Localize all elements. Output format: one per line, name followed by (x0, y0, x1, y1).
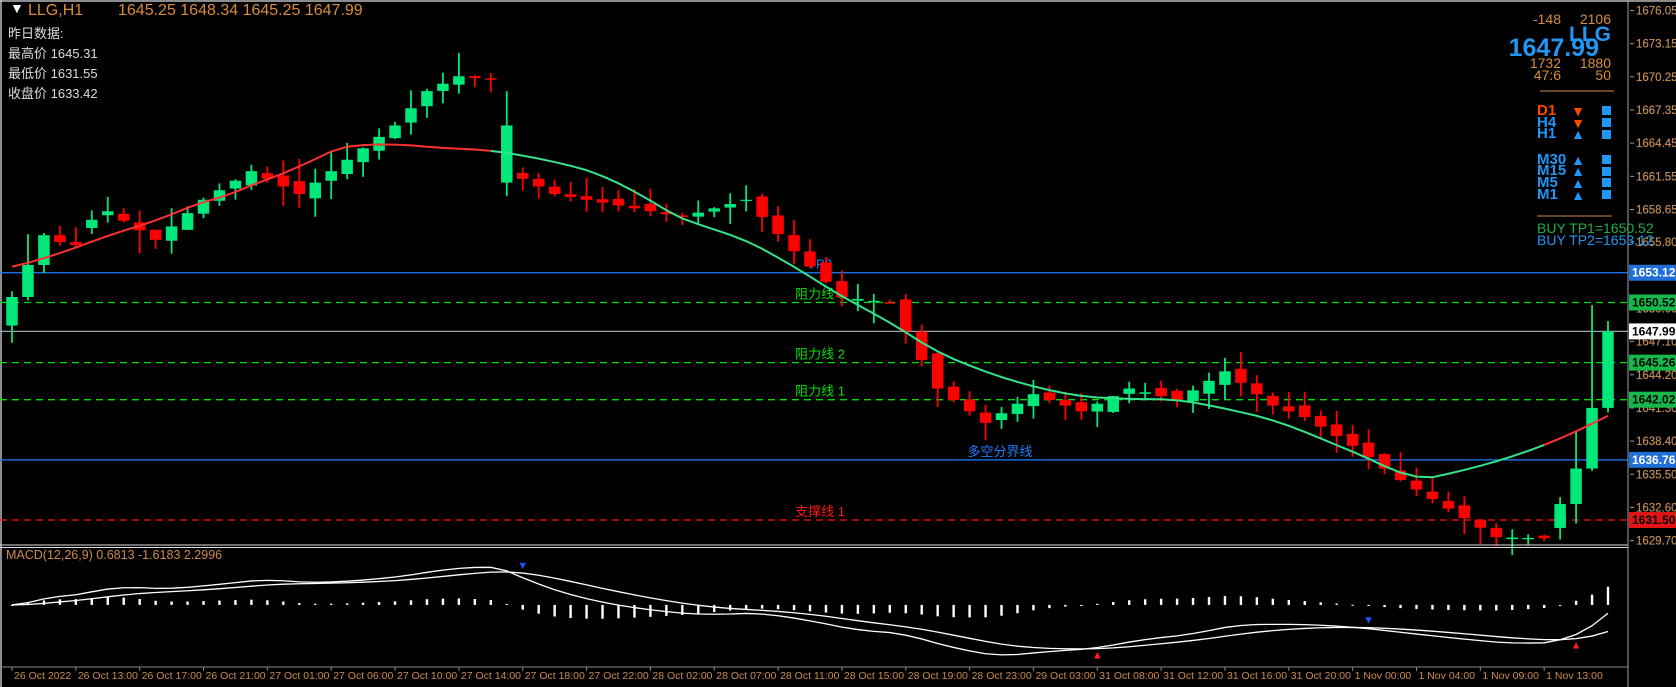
svg-text:▼: ▼ (517, 560, 528, 572)
svg-text:支撑线 1: 支撑线 1 (795, 504, 845, 519)
svg-text:27 Oct 06:00: 27 Oct 06:00 (333, 670, 393, 682)
svg-text:26 Oct 2022: 26 Oct 2022 (14, 670, 71, 682)
svg-text:1650.52: 1650.52 (1632, 295, 1676, 309)
svg-text:▲: ▲ (1571, 126, 1585, 142)
svg-text:1631.50: 1631.50 (1632, 513, 1676, 527)
svg-text:28 Oct 15:00: 28 Oct 15:00 (844, 670, 904, 682)
svg-text:28 Oct 23:00: 28 Oct 23:00 (972, 670, 1032, 682)
svg-text:29 Oct 03:00: 29 Oct 03:00 (1035, 670, 1095, 682)
svg-text:1670.25: 1670.25 (1636, 72, 1676, 84)
svg-text:1676.05: 1676.05 (1636, 5, 1676, 17)
svg-text:1647.99: 1647.99 (1632, 324, 1676, 338)
svg-text:26 Oct 13:00: 26 Oct 13:00 (78, 670, 138, 682)
svg-text:31 Oct 20:00: 31 Oct 20:00 (1291, 670, 1351, 682)
svg-text:▼: ▼ (10, 0, 24, 16)
svg-text:▲: ▲ (1571, 640, 1582, 652)
svg-text:最高价 1645.31: 最高价 1645.31 (8, 46, 98, 61)
svg-text:▼: ▼ (1363, 615, 1374, 627)
svg-text:1 Nov 09:00: 1 Nov 09:00 (1482, 670, 1539, 682)
svg-text:1658.65: 1658.65 (1636, 204, 1676, 216)
svg-text:阻力线 1: 阻力线 1 (795, 384, 845, 399)
svg-text:1664.45: 1664.45 (1636, 138, 1676, 150)
svg-text:收盘价 1633.42: 收盘价 1633.42 (8, 86, 98, 101)
svg-text:▲: ▲ (1092, 650, 1103, 662)
svg-text:LLG,H1: LLG,H1 (28, 2, 83, 19)
svg-text:28 Oct 11:00: 28 Oct 11:00 (780, 670, 840, 682)
svg-text:50: 50 (1595, 67, 1611, 83)
svg-text:1661.55: 1661.55 (1636, 171, 1676, 183)
svg-text:M1: M1 (1537, 186, 1558, 203)
svg-text:MACD(12,26,9) 0.6813 -1.6183 2: MACD(12,26,9) 0.6813 -1.6183 2.2996 (6, 548, 222, 562)
svg-text:1 Nov 04:00: 1 Nov 04:00 (1418, 670, 1475, 682)
svg-text:1667.35: 1667.35 (1636, 105, 1676, 117)
svg-text:1629.70: 1629.70 (1636, 536, 1676, 548)
svg-text:28 Oct 19:00: 28 Oct 19:00 (908, 670, 968, 682)
svg-text:31 Oct 12:00: 31 Oct 12:00 (1163, 670, 1223, 682)
svg-text:27 Oct 18:00: 27 Oct 18:00 (525, 670, 585, 682)
svg-text:1636.76: 1636.76 (1632, 453, 1676, 467)
svg-text:28 Oct 07:00: 28 Oct 07:00 (716, 670, 776, 682)
svg-text:31 Oct 16:00: 31 Oct 16:00 (1227, 670, 1287, 682)
svg-text:27 Oct 01:00: 27 Oct 01:00 (269, 670, 329, 682)
svg-text:31 Oct 08:00: 31 Oct 08:00 (1099, 670, 1159, 682)
svg-text:27 Oct 10:00: 27 Oct 10:00 (397, 670, 457, 682)
svg-text:最低价 1631.55: 最低价 1631.55 (8, 66, 98, 81)
svg-text:多空分界线: 多空分界线 (967, 444, 1032, 459)
svg-text:1 Nov 00:00: 1 Nov 00:00 (1355, 670, 1412, 682)
svg-text:1645.25 1648.34 1645.25 1647.9: 1645.25 1648.34 1645.25 1647.99 (118, 2, 363, 19)
svg-text:BUY TP2=1653.12: BUY TP2=1653.12 (1537, 232, 1654, 248)
svg-text:26 Oct 21:00: 26 Oct 21:00 (206, 670, 266, 682)
svg-text:昨日数据:: 昨日数据: (8, 26, 64, 41)
svg-text:1638.40: 1638.40 (1636, 436, 1676, 448)
svg-text:1673.15: 1673.15 (1636, 39, 1676, 51)
svg-text:27 Oct 22:00: 27 Oct 22:00 (589, 670, 649, 682)
svg-text:H1: H1 (1537, 125, 1556, 142)
svg-text:-148: -148 (1533, 11, 1561, 27)
svg-text:1645.26: 1645.26 (1632, 356, 1676, 370)
svg-text:1 Nov 13:00: 1 Nov 13:00 (1546, 670, 1603, 682)
svg-text:1644.20: 1644.20 (1636, 370, 1676, 382)
svg-text:1653.12: 1653.12 (1632, 266, 1676, 280)
svg-text:阻力线 2: 阻力线 2 (795, 347, 845, 362)
svg-text:▲: ▲ (1571, 187, 1585, 203)
svg-text:28 Oct 02:00: 28 Oct 02:00 (652, 670, 712, 682)
svg-text:26 Oct 17:00: 26 Oct 17:00 (142, 670, 202, 682)
svg-text:47:6: 47:6 (1534, 67, 1561, 83)
svg-text:1635.50: 1635.50 (1636, 469, 1676, 481)
svg-text:1642.02: 1642.02 (1632, 393, 1676, 407)
svg-text:27 Oct 14:00: 27 Oct 14:00 (461, 670, 521, 682)
